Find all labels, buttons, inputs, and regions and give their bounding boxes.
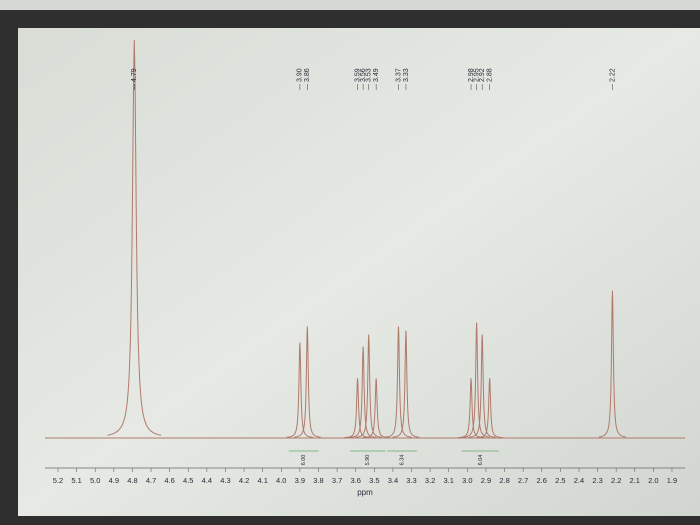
- peak: [107, 39, 162, 436]
- x-tick-label: 3.8: [313, 476, 323, 485]
- x-tick-label: 2.2: [611, 476, 621, 485]
- integral-label: 5.90: [365, 455, 371, 466]
- x-tick-label: 3.5: [369, 476, 379, 485]
- x-tick-label: 5.0: [90, 476, 100, 485]
- screen: [18, 28, 700, 516]
- peak-label: 2.98: [468, 68, 475, 82]
- x-axis-label: ppm: [357, 488, 373, 497]
- peak: [463, 322, 491, 438]
- x-tick-label: 2.5: [555, 476, 565, 485]
- x-tick-label: 3.2: [425, 476, 435, 485]
- x-tick-label: 3.9: [295, 476, 305, 485]
- x-tick-label: 5.1: [71, 476, 81, 485]
- x-tick-label: 3.1: [444, 476, 454, 485]
- peak-label: 4.79: [131, 68, 138, 82]
- x-tick-label: 4.7: [146, 476, 156, 485]
- x-tick-label: 4.6: [164, 476, 174, 485]
- peak: [286, 342, 314, 438]
- x-tick-label: 2.3: [592, 476, 602, 485]
- x-tick-label: 4.1: [257, 476, 267, 485]
- x-tick-label: 4.4: [202, 476, 212, 485]
- peak: [385, 326, 412, 438]
- x-tick-label: 4.3: [220, 476, 230, 485]
- x-tick-label: 4.9: [109, 476, 119, 485]
- peak-label: 3.86: [304, 68, 311, 82]
- peak-label: 3.90: [297, 68, 304, 82]
- peak: [392, 330, 420, 438]
- x-tick-label: 2.4: [574, 476, 584, 485]
- x-tick-label: 3.7: [332, 476, 342, 485]
- top-strip: [0, 0, 700, 10]
- integral-label: 6.34: [400, 455, 406, 466]
- peak-label: 3.33: [403, 68, 410, 82]
- peak-label: 2.22: [609, 68, 616, 82]
- x-tick-label: 4.5: [183, 476, 193, 485]
- x-tick-label: 2.8: [499, 476, 509, 485]
- peak: [355, 334, 383, 438]
- peak-label: 3.49: [373, 68, 380, 82]
- x-tick-label: 2.0: [648, 476, 658, 485]
- peak-label: 3.56: [360, 68, 367, 82]
- integral-label: 6.00: [301, 455, 307, 466]
- x-tick-label: 1.9: [667, 476, 677, 485]
- peak: [293, 326, 321, 438]
- x-tick-label: 2.1: [630, 476, 640, 485]
- x-tick-label: 3.6: [350, 476, 360, 485]
- peak: [598, 290, 626, 438]
- peak-label: 3.37: [395, 68, 402, 82]
- peak-label: 2.88: [486, 68, 493, 82]
- x-tick-label: 4.2: [239, 476, 249, 485]
- peak: [476, 378, 504, 439]
- peak: [468, 334, 496, 438]
- x-tick-label: 2.7: [518, 476, 528, 485]
- peak-label: 3.59: [354, 68, 361, 82]
- x-tick-label: 5.2: [53, 476, 63, 485]
- peak-label: 2.92: [479, 68, 486, 82]
- x-tick-label: 2.9: [481, 476, 491, 485]
- peak-label: 3.53: [366, 68, 373, 82]
- integral-label: 6.04: [478, 455, 484, 466]
- peak-label: 2.95: [473, 68, 480, 82]
- peak: [349, 346, 377, 438]
- x-tick-label: 3.4: [388, 476, 398, 485]
- x-tick-label: 4.0: [276, 476, 286, 485]
- x-tick-label: 4.8: [127, 476, 137, 485]
- x-tick-label: 2.6: [537, 476, 547, 485]
- x-tick-label: 3.3: [406, 476, 416, 485]
- x-tick-label: 3.0: [462, 476, 472, 485]
